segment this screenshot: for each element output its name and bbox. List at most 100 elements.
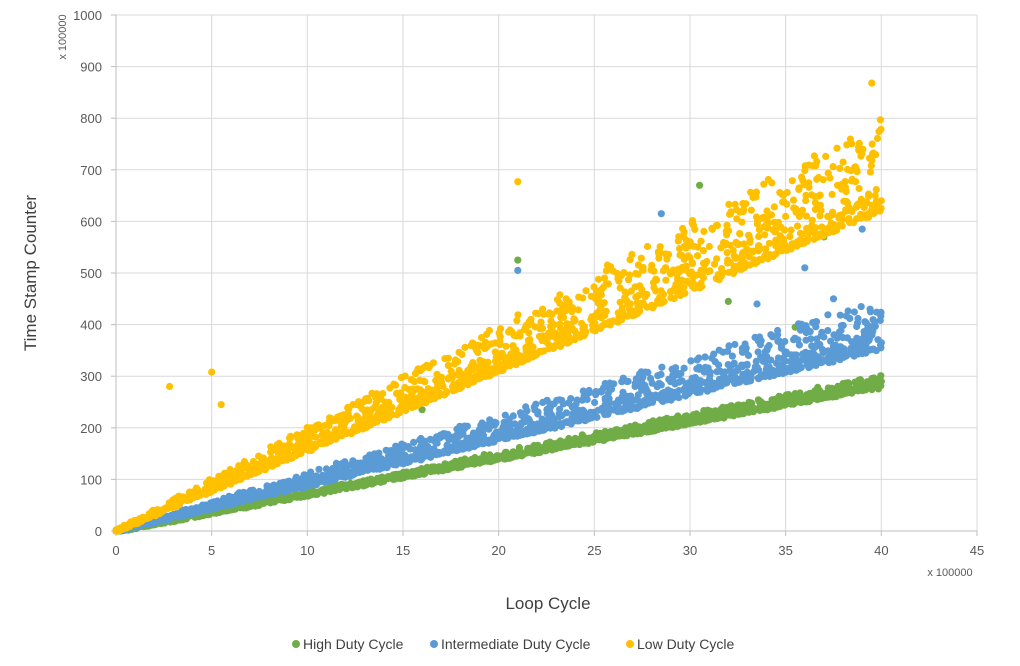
data-point [746,238,754,246]
data-point [379,390,387,398]
data-point [854,343,862,351]
data-point [733,215,741,223]
data-point [435,389,443,397]
y-tick-label: 900 [80,60,102,75]
data-point [433,370,441,378]
data-point [783,200,791,208]
data-point [503,359,511,367]
data-point [689,378,697,386]
data-point [856,376,865,384]
data-point [744,351,753,360]
data-point [549,344,558,352]
data-point [877,308,885,316]
legend-marker-intermediate [430,640,438,648]
data-point [849,219,858,227]
data-point [233,498,241,506]
data-point [693,388,701,397]
data-point [848,140,856,148]
data-point [514,311,522,319]
data-point [701,353,709,361]
data-point [266,455,274,464]
data-point [835,211,844,220]
legend-marker-high [292,640,300,648]
data-point [476,363,485,371]
data-point [815,192,823,200]
data-point [318,431,326,439]
data-point [609,267,617,275]
x-tick-label: 40 [874,543,888,558]
data-point [701,260,709,268]
data-point [631,382,639,390]
data-point [812,224,820,232]
data-point [508,328,516,336]
data-point [629,310,637,318]
data-point [750,256,758,264]
data-point [644,389,653,397]
data-point [416,400,424,408]
data-point [545,309,554,317]
data-point [602,435,610,443]
data-point [353,467,361,476]
data-point [850,308,859,316]
data-point [461,422,469,430]
data-point [402,406,410,415]
legend-item-high-duty-cycle: High Duty Cycle [292,636,404,652]
data-point [559,439,568,447]
data-point [711,415,719,423]
data-point [512,346,520,354]
data-point [638,377,646,385]
data-point [236,475,244,483]
data-point [725,200,733,208]
data-point [650,427,658,435]
data-point [208,368,216,376]
data-point [778,235,787,243]
data-point [787,226,795,234]
data-point [223,478,231,486]
data-point [209,485,217,493]
legend-label-low: Low Duty Cycle [637,636,734,652]
y-axis-multiplier: x 100000 [57,14,69,59]
data-point [320,478,328,486]
data-point [783,398,792,406]
data-point [321,486,329,494]
data-point [810,152,819,160]
data-point [522,403,530,411]
data-point [597,302,605,311]
x-tick-label: 15 [396,543,410,558]
data-point [294,480,302,488]
data-point [611,400,619,408]
data-point [710,260,719,268]
data-point [764,219,772,227]
data-point [196,507,204,515]
data-point [600,274,609,282]
data-point [756,341,765,349]
data-point [876,116,885,124]
data-point [594,275,603,283]
data-point [691,225,699,233]
data-point [570,315,578,323]
data-point [788,240,796,248]
data-point [457,456,465,464]
data-point [391,381,400,389]
data-point [669,371,677,379]
data-point [484,358,492,366]
data-point [866,305,874,313]
data-point [299,429,307,438]
data-point [398,459,406,467]
data-point [740,248,749,256]
data-point [401,383,409,392]
data-point [374,405,382,413]
data-point [797,326,805,334]
data-point [806,349,814,357]
data-point [877,372,885,380]
data-point [752,357,760,365]
data-point [861,318,869,326]
data-point [455,348,463,356]
data-point [413,469,421,477]
data-point [360,397,368,405]
data-point [676,251,684,259]
data-point [428,436,436,444]
data-point [817,206,825,215]
data-point [319,471,327,479]
data-point [439,382,447,390]
